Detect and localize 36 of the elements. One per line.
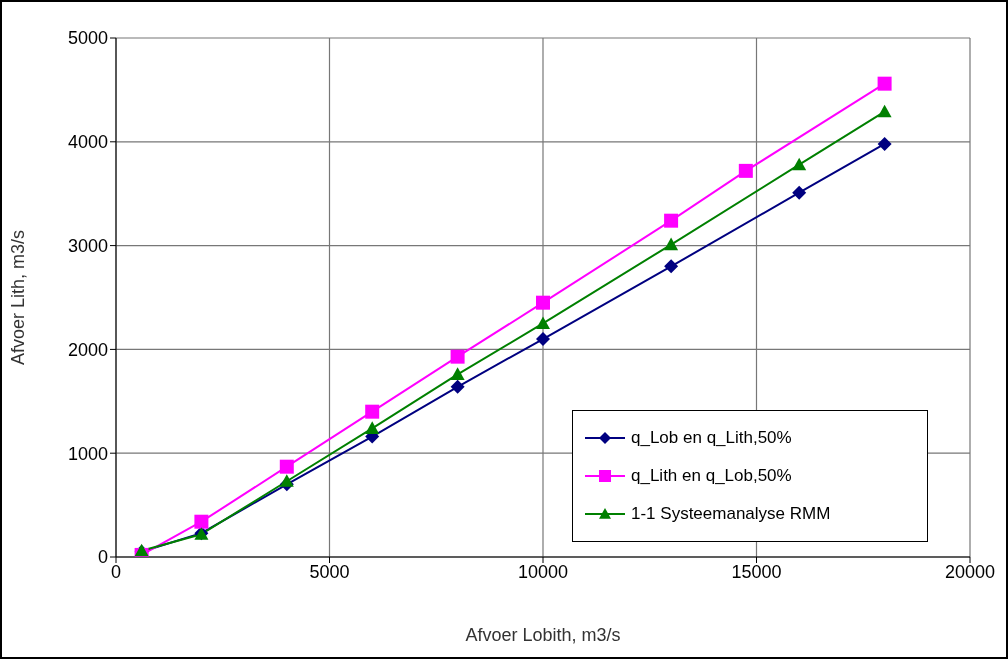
y-tick-label: 4000 <box>67 132 108 153</box>
point <box>536 332 550 347</box>
point <box>877 136 892 151</box>
x-axis-title: Afvoer Lobith, m3/s <box>465 625 621 645</box>
point <box>536 295 550 310</box>
x-tick-label: 5000 <box>309 561 350 582</box>
legend-label: q_Lith en q_Lob,50% <box>631 466 792 486</box>
point <box>279 459 294 474</box>
point <box>792 185 807 200</box>
x-tick-label: 0 <box>110 561 122 582</box>
point <box>664 237 679 251</box>
point <box>792 157 807 171</box>
point <box>279 474 294 487</box>
y-tick-label: 5000 <box>67 28 108 49</box>
point <box>194 514 209 529</box>
point <box>738 163 753 178</box>
point <box>664 213 679 228</box>
point <box>365 404 380 419</box>
y-tick-label: 1000 <box>67 443 108 464</box>
point <box>450 367 465 380</box>
point <box>450 349 465 364</box>
legend-label: 1-1 Systeemanalyse RMM <box>631 504 831 524</box>
y-axis-title: Afvoer Lith, m3/s <box>8 229 29 366</box>
legend-label: q_Lob en q_Lith,50% <box>631 428 792 448</box>
point <box>365 421 380 434</box>
point <box>450 379 465 394</box>
y-tick-label: 2000 <box>67 339 108 360</box>
x-tick-label: 15000 <box>731 561 782 582</box>
point <box>664 259 679 274</box>
point <box>536 316 550 330</box>
y-tick-label: 0 <box>97 547 108 568</box>
point <box>877 76 892 91</box>
point <box>877 104 892 118</box>
x-tick-label: 10000 <box>517 561 569 582</box>
y-tick-label: 3000 <box>67 235 108 256</box>
x-tick-label: 20000 <box>944 561 996 582</box>
